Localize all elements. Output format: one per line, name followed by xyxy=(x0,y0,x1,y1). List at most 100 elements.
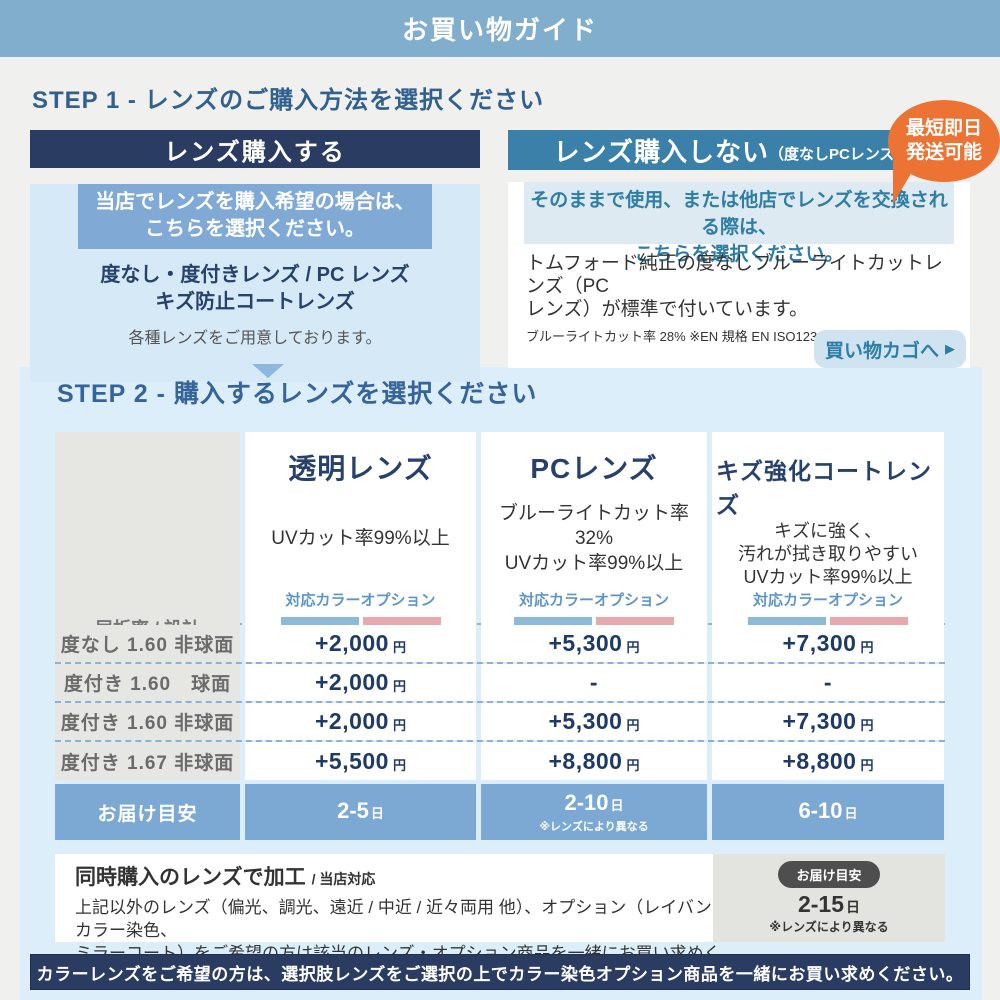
no-lens-header[interactable]: レンズ購入しない （度なしPCレンズ付） xyxy=(508,130,970,170)
row-label: 度付き 1.67 非球面 xyxy=(55,742,240,780)
subtitle-line: キズに強く、 xyxy=(774,521,882,541)
table-row: 度付き 1.67 非球面 +5,500 円 +8,800 円 +8,800 円 xyxy=(55,742,945,780)
buy-lens-types: 度なし・度付きレンズ / PC レンズ キズ防止コートレンズ xyxy=(30,262,480,316)
buy-lens-header[interactable]: レンズ購入する xyxy=(30,130,480,168)
step2-heading: STEP 2 - 購入するレンズを選択ください xyxy=(57,380,538,408)
price-cell: +2,000 円 xyxy=(245,703,476,740)
no-lens-callout: そのままで使用、または他店でレンズを交換される際は、 こちらを選択ください。 xyxy=(524,182,954,265)
no-lens-description: トムフォード純正の度なしブルーライトカットレンズ（PC レンズ）が標準で付いてい… xyxy=(526,252,952,321)
processing-body-line1: 上記以外のレンズ（偏光、調光、遠近 / 中近 / 近々両用 他）、オプション（レ… xyxy=(75,898,712,940)
price-cell: +8,800 円 xyxy=(712,742,944,780)
table-row: 度付き 1.60 非球面 +2,000 円 +5,300 円 +7,300 円 xyxy=(55,703,945,742)
buy-lens-body: 当店でレンズを購入希望の場合は、 こちらを選択ください。 度なし・度付きレンズ … xyxy=(30,184,480,382)
price-value: +5,500 xyxy=(314,747,389,774)
price-value: +5,300 xyxy=(548,630,623,656)
processing-delivery-note: ※レンズにより異なる xyxy=(769,920,889,934)
column-subtitle: UVカット率99%以上 xyxy=(271,487,449,589)
table-row: 度なし 1.60 非球面 +2,000 円 +5,300 円 +7,300 円 xyxy=(55,625,945,664)
table-header-row: 屈折率 / 設計 透明レンズ UVカット率99%以上 対応カラーオプション アリ… xyxy=(55,432,945,657)
delivery-unit: 日 xyxy=(610,798,624,813)
yen-suffix: 円 xyxy=(392,757,406,773)
processing-title-sub: / 当店対応 xyxy=(311,871,376,887)
color-option-label: 対応カラーオプション xyxy=(518,592,669,609)
step1-heading: STEP 1 - レンズのご購入方法を選択ください xyxy=(32,87,545,114)
delivery-unit: 日 xyxy=(846,899,861,915)
delivery-unit: 日 xyxy=(844,806,858,821)
color-option-label: 対応カラーオプション xyxy=(285,592,436,609)
price-cell: +7,300 円 xyxy=(712,703,944,740)
processing-title: 同時購入のレンズで加工 / 当店対応 xyxy=(75,861,725,891)
row-label: 度付き 1.60 非球面 xyxy=(55,703,240,740)
column-title: PCレンズ xyxy=(530,453,658,484)
row-label: 度なし 1.60 非球面 xyxy=(55,625,240,662)
subtitle-line: ブルーライトカット率32% xyxy=(498,502,689,549)
delivery-days: 2-15 xyxy=(797,891,845,917)
color-option-label: 対応カラーオプション xyxy=(752,592,903,609)
price-value: +2,000 xyxy=(314,669,389,695)
price-cell: +2,000 円 xyxy=(245,625,476,662)
yen-suffix: 円 xyxy=(860,640,874,655)
no-lens-callout-line2: こちらを選択ください。 xyxy=(634,244,844,265)
price-cell: +8,800 円 xyxy=(481,742,707,780)
page-title: お買い物ガイド xyxy=(401,15,598,45)
color-lens-notice-bar: カラーレンズをご希望の方は、選択肢レンズをご選択の上でカラー染色オプション商品を… xyxy=(30,954,970,990)
delivery-estimate-row: お届け目安 2-5 日 2-10 日 ※レンズにより異なる 6-10 日 xyxy=(55,784,945,840)
price-value: +8,800 xyxy=(782,747,857,774)
no-lens-desc-line2: レンズ）が標準で付いています。 xyxy=(526,299,809,320)
yen-suffix: 円 xyxy=(392,718,406,733)
yen-suffix: 円 xyxy=(860,718,874,733)
price-value: +7,300 xyxy=(782,708,857,734)
shipping-badge-line1: 最短即日 xyxy=(905,118,982,139)
processing-info-box: 同時購入のレンズで加工 / 当店対応 上記以外のレンズ（偏光、調光、遠近 / 中近… xyxy=(55,854,945,986)
same-day-shipping-badge: 最短即日 発送可能 xyxy=(888,100,1000,182)
delivery-days: 6-10 xyxy=(798,798,843,823)
price-value: +8,800 xyxy=(548,747,623,774)
subtitle-line: 汚れが拭き取りやすい xyxy=(738,544,918,564)
delivery-days: 2-10 xyxy=(564,790,609,815)
column-title: キズ強化コートレンズ xyxy=(716,458,932,518)
color-lens-notice: カラーレンズをご希望の方は、選択肢レンズをご選択の上でカラー染色オプション商品を… xyxy=(36,964,964,984)
delivery-value-cell: 2-10 日 ※レンズにより異なる xyxy=(481,784,707,840)
delivery-value-cell: 6-10 日 xyxy=(712,784,944,840)
yen-suffix: 円 xyxy=(392,640,406,655)
price-value: +7,300 xyxy=(782,630,857,656)
processing-delivery-days: 2-15 日 xyxy=(798,891,860,918)
delivery-unit: 日 xyxy=(370,806,384,821)
option-card-no-lens[interactable]: レンズ購入しない （度なしPCレンズ付） そのままで使用、または他店でレンズを交… xyxy=(508,130,970,368)
yen-suffix: 円 xyxy=(626,640,640,655)
lens-type-line1: 度なし・度付きレンズ / PC レンズ xyxy=(100,264,410,286)
price-value: - xyxy=(589,669,599,695)
yen-suffix: 円 xyxy=(626,757,640,773)
page-header: お買い物ガイド xyxy=(0,0,1000,57)
no-lens-title-sub: （度なしPCレンズ付） xyxy=(768,145,925,163)
processing-title-main: 同時購入のレンズで加工 xyxy=(75,866,306,889)
buy-lens-title: レンズ購入する xyxy=(164,138,346,166)
price-cell: -円 xyxy=(481,664,707,701)
go-to-cart-button[interactable]: 買い物カゴへ ▶ xyxy=(814,330,966,368)
delivery-label-cell: お届け目安 xyxy=(55,784,240,840)
delivery-estimate-pill: お届け目安 xyxy=(778,861,880,888)
column-header-pc-lens: PCレンズ ブルーライトカット率32% UVカット率99%以上 対応カラーオプシ… xyxy=(481,432,707,657)
buy-lens-note: 各種レンズをご用意しております。 xyxy=(128,330,382,347)
column-header-clear-lens: 透明レンズ UVカット率99%以上 対応カラーオプション アリアーテ キャリア xyxy=(245,432,476,657)
arrow-right-icon: ▶ xyxy=(945,341,955,356)
price-value: +2,000 xyxy=(314,708,389,734)
price-cell: +5,300 円 xyxy=(481,703,707,740)
option-card-buy-lens[interactable]: レンズ購入する 当店でレンズを購入希望の場合は、 こちらを選択ください。 度なし… xyxy=(30,130,480,382)
no-lens-callout-line1: そのままで使用、または他店でレンズを交換される際は、 xyxy=(530,190,948,238)
delivery-note: ※レンズにより異なる xyxy=(539,821,649,833)
buy-lens-callout: 当店でレンズを購入希望の場合は、 こちらを選択ください。 xyxy=(78,184,432,249)
yen-suffix: 円 xyxy=(626,718,640,733)
delivery-days: 2-5 xyxy=(337,798,369,823)
row-label: 度付き 1.60 球面 xyxy=(55,664,240,701)
processing-delivery-box: お届け目安 2-15 日 ※レンズにより異なる xyxy=(713,854,945,942)
price-value: +5,300 xyxy=(548,708,623,734)
price-cell: -円 xyxy=(712,664,944,701)
price-cell: +5,300 円 xyxy=(481,625,707,662)
column-subtitle: ブルーライトカット率32% UVカット率99%以上 xyxy=(485,487,703,589)
subtitle-line: UVカット率99%以上 xyxy=(271,527,450,549)
price-value: +2,000 xyxy=(314,630,389,656)
step-down-arrow-icon xyxy=(252,364,284,378)
yen-suffix: 円 xyxy=(860,757,874,773)
